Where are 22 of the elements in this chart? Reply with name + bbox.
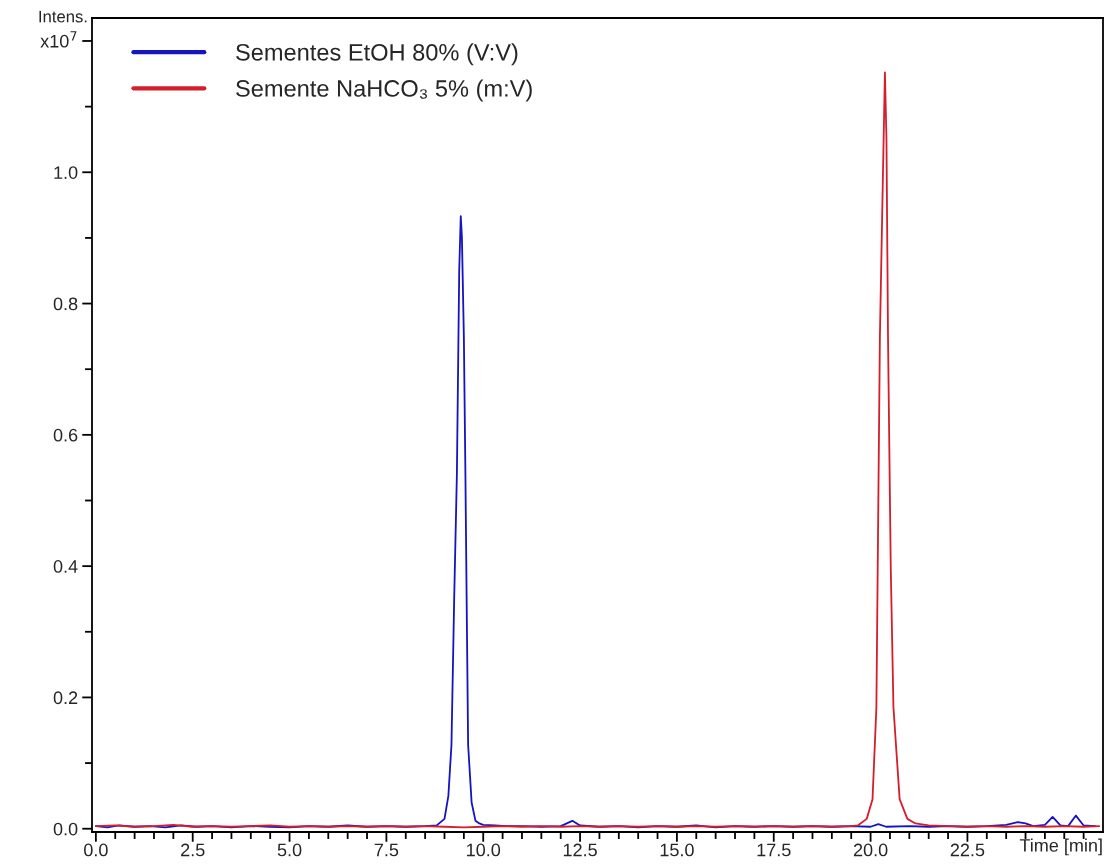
x-tick-label: 7.5 [374, 843, 399, 857]
legend-label: Sementes EtOH 80% (V:V) [236, 43, 518, 66]
x-tick-label: 5.0 [277, 843, 302, 857]
y-tick-label: 0.6 [53, 428, 78, 442]
y-tick-label: x10$^{7}$ [40, 31, 77, 48]
x-tick-label: 17.5 [757, 843, 791, 857]
y-tick-label: 0.8 [53, 297, 78, 311]
x-tick-label: 22.5 [950, 843, 985, 857]
y-tick-label: 0.4 [53, 560, 78, 573]
x-axis-title: Time [min] [1019, 838, 1102, 856]
y-tick-label: 1.0 [54, 166, 78, 179]
x-tick-label: 15.0 [660, 843, 694, 857]
x-tick-label: 20.0 [853, 843, 888, 857]
legend-label: Semente NaHCO₃ 5% (m:V) [236, 79, 532, 102]
x-tick-label: 0.0 [84, 843, 108, 857]
x-tick-label: 2.5 [181, 843, 205, 857]
line-series [94, 71, 1101, 829]
y-tick-label: 0.2 [53, 691, 78, 705]
y-axis-title: Intens. [39, 10, 87, 23]
y-tick-label: 0.0 [53, 822, 78, 836]
x-tick-label: 10.0 [467, 843, 501, 857]
x-tick-label: 12.5 [563, 843, 597, 857]
